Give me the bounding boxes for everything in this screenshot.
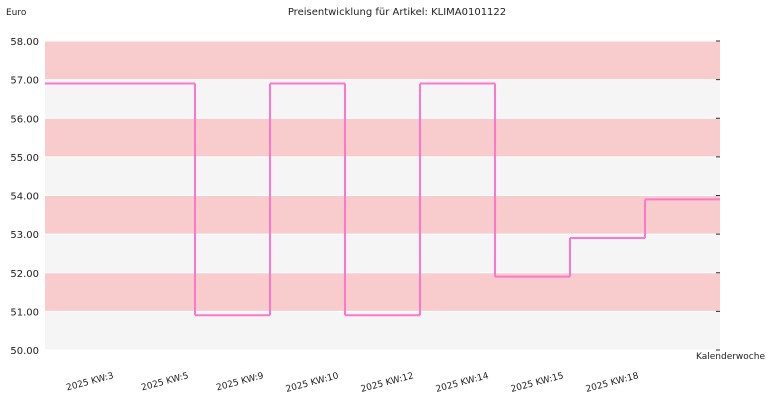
y-tick-label: 55.00 bbox=[10, 153, 39, 164]
y-tick-label: 50.00 bbox=[10, 346, 39, 357]
x-tick-label: 2025 KW:12 bbox=[360, 371, 415, 395]
y-axis-label: Euro bbox=[6, 8, 27, 18]
x-tick-label: 2025 KW:3 bbox=[65, 371, 114, 393]
background-band bbox=[45, 195, 720, 235]
background-band bbox=[45, 234, 720, 273]
x-tick-label: 2025 KW:14 bbox=[435, 371, 490, 395]
background-band bbox=[45, 272, 720, 312]
x-tick-label: 2025 KW:15 bbox=[510, 371, 565, 395]
y-tick-label: 52.00 bbox=[10, 269, 39, 280]
x-tick-label: 2025 KW:9 bbox=[215, 371, 265, 393]
x-axis-label: Kalenderwoche bbox=[696, 352, 765, 362]
y-tick-label: 51.00 bbox=[10, 307, 39, 318]
x-tick-label: 2025 KW:10 bbox=[285, 371, 340, 395]
background-band bbox=[45, 156, 720, 196]
background-band bbox=[45, 79, 720, 119]
y-tick-label: 57.00 bbox=[10, 76, 39, 87]
y-tick-label: 53.00 bbox=[10, 230, 39, 241]
x-tick-label: 2025 KW:18 bbox=[585, 371, 640, 395]
background-band bbox=[45, 41, 720, 80]
background-band bbox=[45, 311, 720, 350]
background-band bbox=[45, 118, 720, 157]
y-tick-label: 54.00 bbox=[10, 192, 39, 203]
chart-title: Preisentwicklung für Artikel: KLIMA01011… bbox=[288, 7, 506, 18]
y-tick-label: 58.00 bbox=[10, 37, 39, 48]
x-tick-label: 2025 KW:5 bbox=[140, 371, 189, 393]
y-tick-label: 56.00 bbox=[10, 114, 39, 125]
